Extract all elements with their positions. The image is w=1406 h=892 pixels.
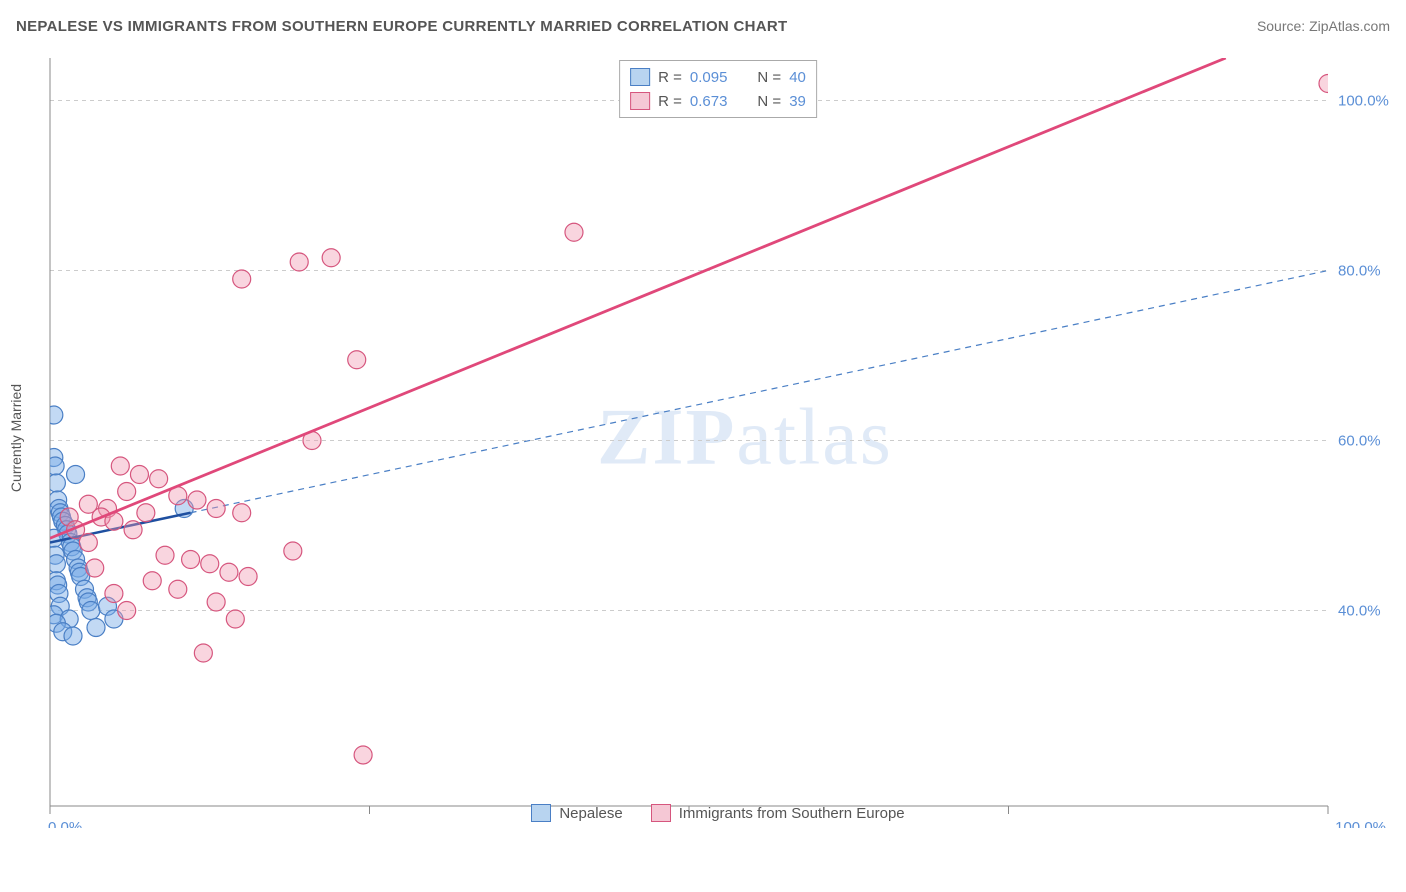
- y-tick-label: 80.0%: [1338, 263, 1381, 280]
- data-point: [118, 483, 136, 501]
- chart-container: Currently Married ZIPatlas 40.0%60.0%80.…: [44, 48, 1392, 828]
- data-point: [46, 457, 64, 475]
- legend-n-label: N =: [757, 93, 781, 110]
- data-point: [220, 563, 238, 581]
- legend-r-value: 0.673: [690, 93, 728, 110]
- data-point: [82, 602, 100, 620]
- y-tick-label: 40.0%: [1338, 603, 1381, 620]
- legend-r-label: R =: [658, 69, 682, 86]
- data-point: [1319, 75, 1337, 93]
- data-point: [194, 644, 212, 662]
- data-point: [233, 504, 251, 522]
- trend-line-extension: [191, 271, 1328, 513]
- legend-r-label: R =: [658, 93, 682, 110]
- data-point: [207, 593, 225, 611]
- data-point: [322, 249, 340, 267]
- y-tick-label: 100.0%: [1338, 93, 1389, 110]
- source-attribution: Source: ZipAtlas.com: [1257, 18, 1390, 34]
- data-point: [111, 457, 129, 475]
- legend-swatch: [651, 804, 671, 822]
- data-point: [87, 619, 105, 637]
- series-legend: Nepalese Immigrants from Southern Europe: [44, 804, 1392, 822]
- legend-row: R = 0.095 N = 40: [630, 65, 806, 89]
- legend-item: Nepalese: [531, 804, 622, 822]
- data-point: [143, 572, 161, 590]
- data-point: [226, 610, 244, 628]
- data-point: [130, 466, 148, 484]
- data-point: [118, 602, 136, 620]
- data-point: [45, 406, 63, 424]
- trend-line: [50, 58, 1226, 538]
- data-point: [233, 270, 251, 288]
- chart-title: NEPALESE VS IMMIGRANTS FROM SOUTHERN EUR…: [16, 18, 788, 35]
- data-point: [169, 580, 187, 598]
- data-point: [64, 627, 82, 645]
- data-point: [565, 223, 583, 241]
- data-point: [67, 466, 85, 484]
- legend-swatch: [531, 804, 551, 822]
- data-point: [105, 585, 123, 603]
- data-point: [201, 555, 219, 573]
- data-point: [290, 253, 308, 271]
- legend-label: Immigrants from Southern Europe: [679, 805, 905, 822]
- data-point: [182, 551, 200, 569]
- correlation-legend: R = 0.095 N = 40 R = 0.673 N = 39: [619, 60, 817, 118]
- data-point: [156, 546, 174, 564]
- legend-n-value: 40: [789, 69, 806, 86]
- y-axis-label: Currently Married: [8, 384, 24, 492]
- data-point: [354, 746, 372, 764]
- data-point: [150, 470, 168, 488]
- legend-n-label: N =: [757, 69, 781, 86]
- data-point: [86, 559, 104, 577]
- data-point: [284, 542, 302, 560]
- legend-swatch: [630, 68, 650, 86]
- data-point: [239, 568, 257, 586]
- data-point: [207, 500, 225, 518]
- data-point: [45, 529, 63, 547]
- data-point: [348, 351, 366, 369]
- data-point: [137, 504, 155, 522]
- data-point: [124, 521, 142, 539]
- legend-r-value: 0.095: [690, 69, 728, 86]
- y-tick-label: 60.0%: [1338, 433, 1381, 450]
- scatter-chart: 40.0%60.0%80.0%100.0%0.0%100.0%: [44, 48, 1392, 828]
- legend-swatch: [630, 92, 650, 110]
- legend-label: Nepalese: [559, 805, 622, 822]
- data-point: [188, 491, 206, 509]
- chart-header: NEPALESE VS IMMIGRANTS FROM SOUTHERN EUR…: [16, 18, 1390, 35]
- legend-row: R = 0.673 N = 39: [630, 89, 806, 113]
- legend-n-value: 39: [789, 93, 806, 110]
- data-point: [47, 555, 65, 573]
- data-point: [79, 534, 97, 552]
- legend-item: Immigrants from Southern Europe: [651, 804, 905, 822]
- data-point: [47, 474, 65, 492]
